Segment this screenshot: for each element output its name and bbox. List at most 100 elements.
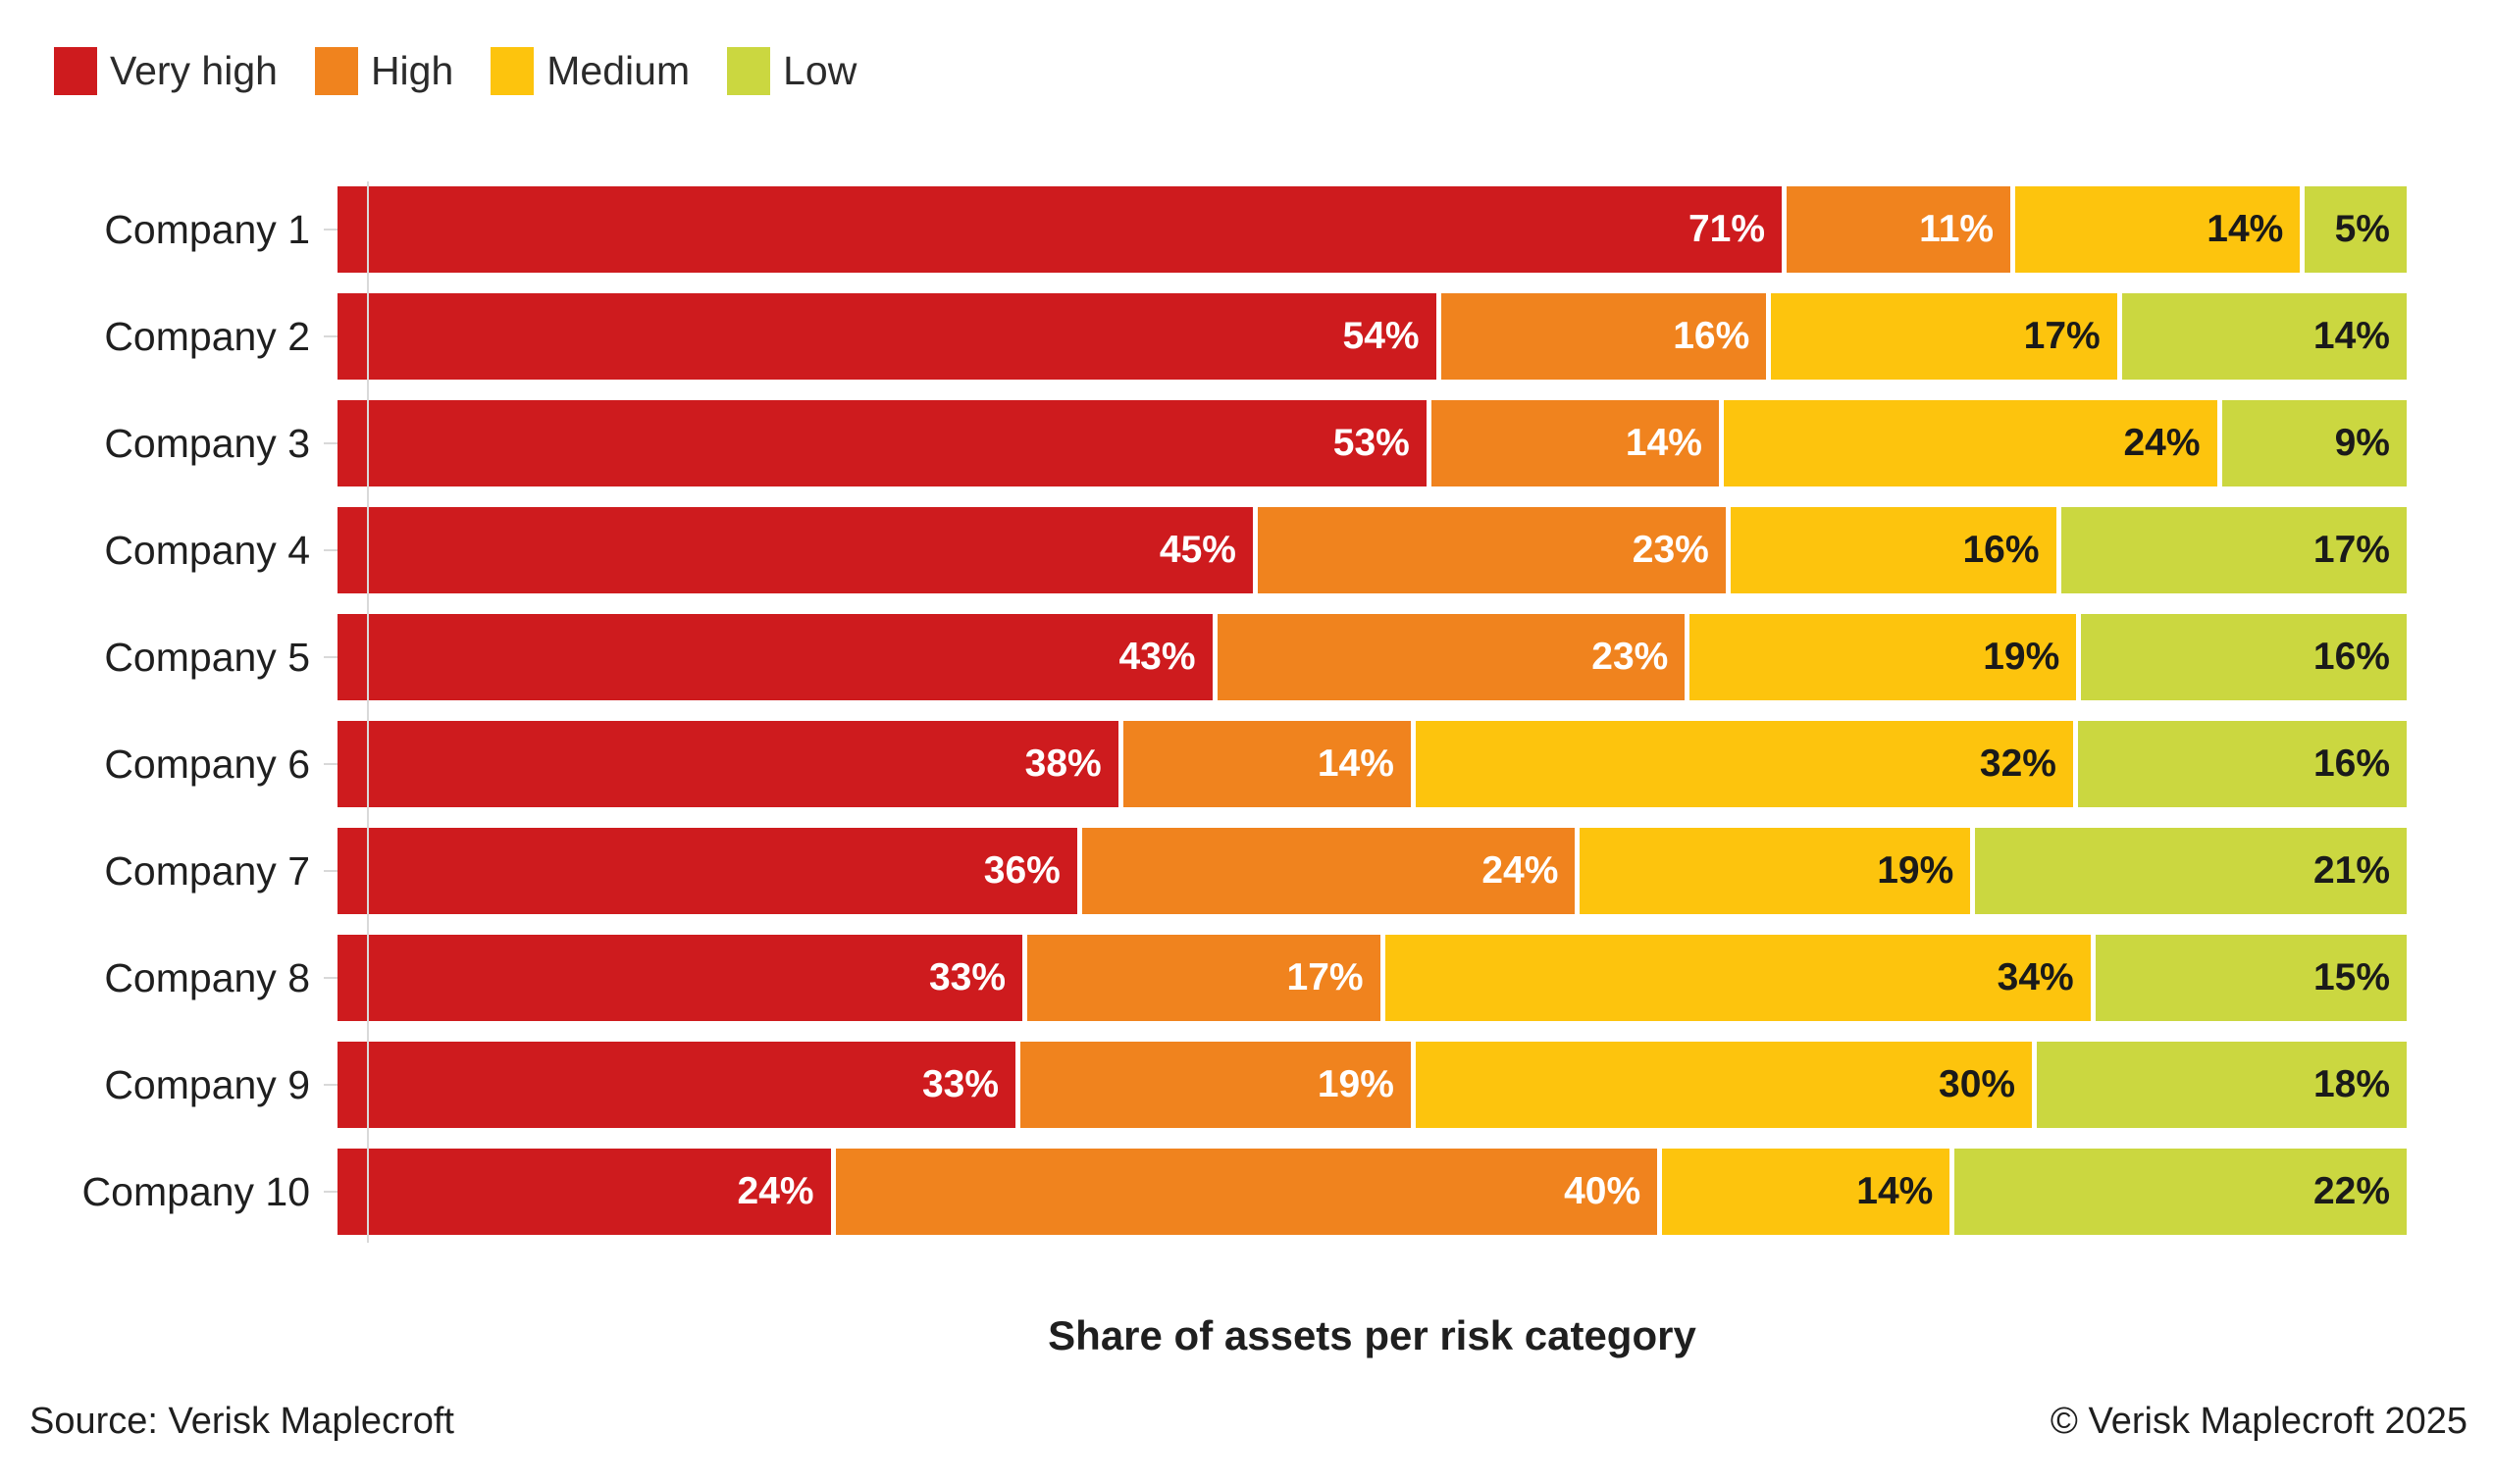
segment-high: 24% (1081, 828, 1576, 914)
legend-item-very-high[interactable]: Very high (54, 47, 278, 95)
segment-value-label: 18% (2312, 1063, 2390, 1105)
category-label: Company 2 (104, 313, 310, 359)
chart-row-3: Company 3 53% 14% 24% 9% (29, 400, 2407, 486)
segment-high: 17% (1027, 935, 1380, 1021)
stacked-bar: 24% 40% 14% 22% (338, 1149, 2407, 1235)
stacked-bar: 54% 16% 17% 14% (338, 293, 2407, 380)
segment-value-label: 15% (2312, 956, 2390, 998)
chart-row-10: Company 10 24% 40% 14% 22% (29, 1149, 2407, 1235)
segment-value-label: 34% (1997, 956, 2074, 998)
segment-value-label: 14% (1625, 422, 1702, 464)
segment-medium: 19% (1580, 828, 1971, 914)
segment-value-label: 19% (1983, 636, 2060, 678)
axis-tick (324, 549, 338, 551)
segment-value-label: 24% (2123, 422, 2201, 464)
segment-value-label: 33% (928, 956, 1006, 998)
stacked-bar: 53% 14% 24% 9% (338, 400, 2407, 486)
segment-very-high: 33% (338, 1042, 1016, 1128)
segment-high: 40% (835, 1149, 1658, 1235)
segment-value-label: 17% (2023, 315, 2101, 357)
chart-legend: Very high High Medium Low (54, 47, 857, 95)
segment-value-label: 22% (2312, 1170, 2390, 1212)
segment-very-high: 45% (338, 507, 1253, 593)
category-label: Company 3 (104, 420, 310, 466)
axis-tick (324, 1191, 338, 1193)
segment-value-label: 23% (1591, 636, 1669, 678)
segment-medium: 16% (1730, 507, 2056, 593)
legend-item-high[interactable]: High (314, 47, 454, 95)
source-credit: Source: Verisk Maplecroft (29, 1401, 454, 1442)
stacked-bar: 33% 17% 34% 15% (338, 935, 2407, 1021)
segment-very-high: 53% (338, 400, 1427, 486)
y-axis-line (367, 181, 369, 1243)
axis-tick (324, 442, 338, 444)
segment-value-label: 24% (737, 1170, 814, 1212)
legend-swatch-icon (54, 47, 97, 95)
chart-row-2: Company 2 54% 16% 17% 14% (29, 293, 2407, 380)
legend-label: High (370, 48, 454, 93)
segment-value-label: 5% (2334, 208, 2390, 250)
stacked-bar: 36% 24% 19% 21% (338, 828, 2407, 914)
category-label: Company 1 (104, 206, 310, 252)
category-label: Company 9 (104, 1061, 310, 1107)
segment-medium: 32% (1415, 721, 2073, 807)
segment-low: 17% (2060, 507, 2407, 593)
segment-value-label: 21% (2312, 849, 2390, 892)
segment-very-high: 71% (338, 186, 1783, 273)
segment-high: 23% (1257, 507, 1726, 593)
stacked-bar-chart: Company 1 71% 11% 14% 5% Company 2 54% 16% 17% 14… (29, 181, 2407, 1243)
axis-tick (324, 870, 338, 872)
segment-value-label: 14% (2312, 315, 2390, 357)
legend-swatch-icon (491, 47, 535, 95)
segment-high: 16% (1440, 293, 1767, 380)
segment-value-label: 53% (1332, 422, 1410, 464)
segment-medium: 34% (1384, 935, 2091, 1021)
stacked-bar: 71% 11% 14% 5% (338, 186, 2407, 273)
axis-tick (324, 977, 338, 979)
segment-value-label: 71% (1688, 208, 1766, 250)
axis-tick (324, 656, 338, 658)
segment-very-high: 33% (338, 935, 1022, 1021)
segment-medium: 24% (1723, 400, 2217, 486)
category-label: Company 5 (104, 634, 310, 680)
legend-item-medium[interactable]: Medium (491, 47, 690, 95)
legend-item-low[interactable]: Low (727, 47, 857, 95)
segment-value-label: 33% (921, 1063, 1000, 1105)
segment-medium: 14% (1662, 1149, 1950, 1235)
segment-low: 14% (2121, 293, 2407, 380)
category-label: Company 7 (104, 847, 310, 894)
segment-low: 16% (2081, 614, 2407, 700)
stacked-bar: 43% 23% 19% 16% (338, 614, 2407, 700)
segment-value-label: 16% (2312, 636, 2390, 678)
segment-value-label: 30% (1939, 1063, 2016, 1105)
segment-value-label: 9% (2334, 422, 2390, 464)
category-label: Company 4 (104, 527, 310, 573)
legend-label: Medium (546, 48, 691, 93)
category-label: Company 6 (104, 741, 310, 787)
segment-low: 5% (2305, 186, 2407, 273)
segment-high: 19% (1020, 1042, 1411, 1128)
copyright-notice: © Verisk Maplecroft 2025 (2050, 1401, 2467, 1442)
segment-value-label: 14% (1856, 1170, 1934, 1212)
segment-high: 14% (1122, 721, 1411, 807)
segment-value-label: 16% (1673, 315, 1750, 357)
chart-row-4: Company 4 45% 23% 16% 17% (29, 507, 2407, 593)
segment-value-label: 23% (1632, 529, 1709, 571)
segment-value-label: 16% (2312, 742, 2390, 785)
segment-medium: 14% (2015, 186, 2301, 273)
axis-tick (324, 229, 338, 230)
segment-low: 15% (2095, 935, 2407, 1021)
segment-high: 11% (1787, 186, 2011, 273)
segment-low: 21% (1975, 828, 2407, 914)
legend-swatch-icon (314, 47, 358, 95)
chart-row-5: Company 5 43% 23% 19% 16% (29, 614, 2407, 700)
chart-row-6: Company 6 38% 14% 32% 16% (29, 721, 2407, 807)
segment-value-label: 17% (2312, 529, 2390, 571)
segment-medium: 17% (1771, 293, 2117, 380)
segment-value-label: 11% (1919, 208, 1995, 250)
x-axis-title: Share of assets per risk category (1048, 1312, 1696, 1358)
segment-value-label: 32% (1979, 742, 2056, 785)
segment-low: 9% (2221, 400, 2407, 486)
axis-tick (324, 763, 338, 765)
category-label: Company 8 (104, 954, 310, 1000)
